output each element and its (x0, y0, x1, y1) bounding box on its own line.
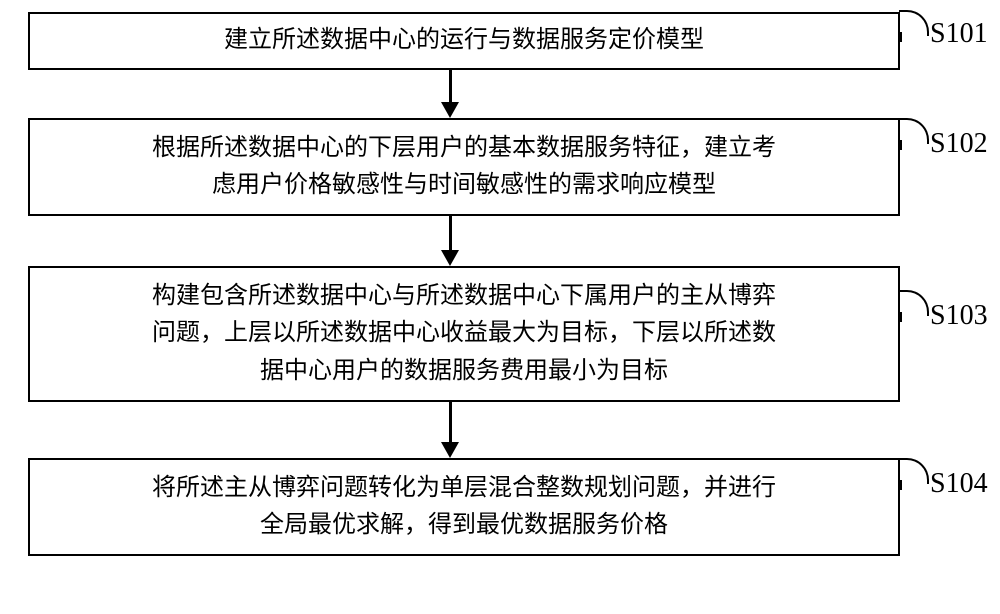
step-text-s103: 构建包含所述数据中心与所述数据中心下属用户的主从博弈 问题，上层以所述数据中心收… (152, 278, 776, 390)
step-box-s103: 构建包含所述数据中心与所述数据中心下属用户的主从博弈 问题，上层以所述数据中心收… (28, 266, 900, 402)
step-label-s101: S101 (930, 18, 988, 50)
step-box-s104: 将所述主从博弈问题转化为单层混合整数规划问题，并进行 全局最优求解，得到最优数据… (28, 458, 900, 556)
step-label-s102: S102 (930, 128, 988, 160)
step-box-s101: 建立所述数据中心的运行与数据服务定价模型 (28, 12, 900, 70)
step-text-s101: 建立所述数据中心的运行与数据服务定价模型 (224, 22, 704, 59)
step-text-s102: 根据所述数据中心的下层用户的基本数据服务特征，建立考 虑用户价格敏感性与时间敏感… (152, 130, 776, 204)
step-label-s104: S104 (930, 468, 988, 500)
flowchart-canvas: 建立所述数据中心的运行与数据服务定价模型 S101 根据所述数据中心的下层用户的… (0, 0, 1000, 614)
step-label-s103: S103 (930, 300, 988, 332)
step-box-s102: 根据所述数据中心的下层用户的基本数据服务特征，建立考 虑用户价格敏感性与时间敏感… (28, 118, 900, 216)
step-text-s104: 将所述主从博弈问题转化为单层混合整数规划问题，并进行 全局最优求解，得到最优数据… (152, 470, 776, 544)
